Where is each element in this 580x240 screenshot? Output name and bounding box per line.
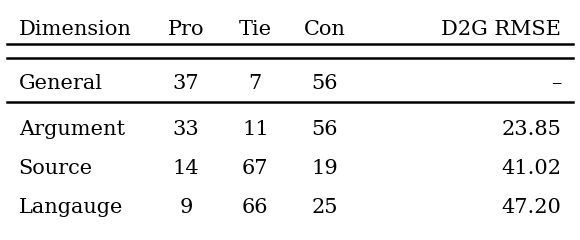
Text: 11: 11 bbox=[242, 120, 269, 139]
Text: Tie: Tie bbox=[239, 20, 272, 39]
Text: 14: 14 bbox=[173, 159, 200, 178]
Text: Con: Con bbox=[304, 20, 346, 39]
Text: 47.20: 47.20 bbox=[502, 198, 561, 217]
Text: 25: 25 bbox=[311, 198, 338, 217]
Text: Dimension: Dimension bbox=[19, 20, 132, 39]
Text: Argument: Argument bbox=[19, 120, 125, 139]
Text: 9: 9 bbox=[179, 198, 193, 217]
Text: General: General bbox=[19, 74, 103, 93]
Text: 41.02: 41.02 bbox=[501, 159, 561, 178]
Text: 66: 66 bbox=[242, 198, 269, 217]
Text: Langauge: Langauge bbox=[19, 198, 123, 217]
Text: Pro: Pro bbox=[168, 20, 204, 39]
Text: 33: 33 bbox=[173, 120, 200, 139]
Text: D2G RMSE: D2G RMSE bbox=[441, 20, 561, 39]
Text: 23.85: 23.85 bbox=[502, 120, 561, 139]
Text: Source: Source bbox=[19, 159, 93, 178]
Text: 19: 19 bbox=[311, 159, 338, 178]
Text: 56: 56 bbox=[311, 74, 338, 93]
Text: 7: 7 bbox=[249, 74, 262, 93]
Text: 67: 67 bbox=[242, 159, 269, 178]
Text: 56: 56 bbox=[311, 120, 338, 139]
Text: –: – bbox=[551, 74, 561, 93]
Text: 37: 37 bbox=[173, 74, 200, 93]
